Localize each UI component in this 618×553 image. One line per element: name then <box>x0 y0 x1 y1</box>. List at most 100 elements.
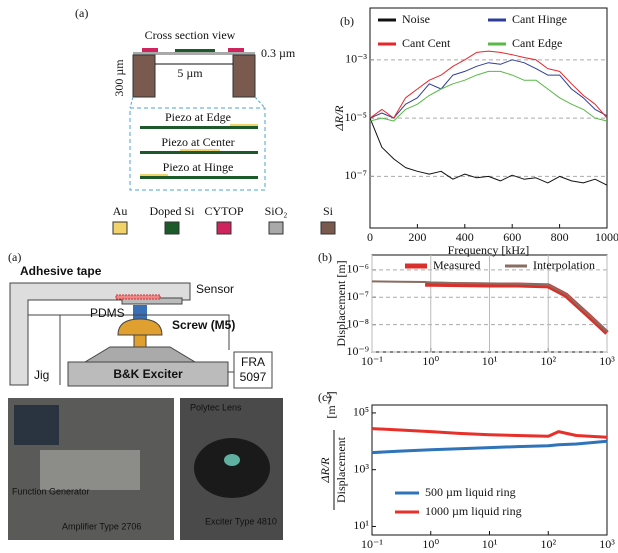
exciter-top <box>85 347 195 362</box>
y-axis-label: Displacement [m] <box>334 260 348 346</box>
legend-label: Noise <box>402 12 430 26</box>
series-line <box>372 429 607 438</box>
layer <box>140 176 258 179</box>
layer <box>140 126 258 129</box>
x-tick-label: 600 <box>503 230 521 244</box>
pdms <box>133 305 147 319</box>
material-name: Au <box>113 204 128 218</box>
legend-label: 500 µm liquid ring <box>425 485 516 499</box>
material-name: Si <box>323 204 334 218</box>
x-tick-label: 10¹ <box>482 354 498 368</box>
photo-label: Amplifier Type 2706 <box>62 521 141 531</box>
y-tick-label: 10⁻⁶ <box>346 262 369 276</box>
y-tick-label: 10⁻⁷ <box>346 289 369 303</box>
si-block <box>233 55 255 97</box>
series-line <box>370 71 607 121</box>
y-tick-label: 10¹ <box>353 518 369 532</box>
label: B&K Exciter <box>113 367 183 381</box>
layer <box>228 48 244 52</box>
legend-label: Interpolation <box>533 258 595 272</box>
y-tick-label: 10⁵ <box>353 405 369 419</box>
photo-part <box>224 454 240 466</box>
x-tick-label: 200 <box>408 230 426 244</box>
panel-label: (a) <box>8 250 21 264</box>
photo-part <box>14 405 59 445</box>
cross-section: Cross section view 0.3 µm 5 µm 300 µm Pi… <box>112 28 296 190</box>
label: Jig <box>34 368 49 382</box>
x-tick-label: 1000 <box>595 230 618 244</box>
material-name: Doped Si <box>150 204 196 218</box>
x-tick-label: 10³ <box>599 537 615 551</box>
material-swatch <box>217 222 231 234</box>
si-block <box>133 55 155 97</box>
photo-label: Exciter Type 4810 <box>205 516 277 526</box>
photo-part <box>194 438 270 498</box>
x-tick-label: 10² <box>540 354 556 368</box>
x-tick-label: 10³ <box>599 354 615 368</box>
depth: 300 µm <box>112 59 126 97</box>
photo-label: Function Generator <box>12 486 90 496</box>
series-line <box>370 118 607 185</box>
material-name: CYTOP <box>204 204 243 218</box>
material-swatch <box>269 222 283 234</box>
variant: Piezo at Edge <box>165 110 231 124</box>
panel-label: (b) <box>318 250 332 264</box>
label: PDMS <box>90 306 125 320</box>
panel-label: (a) <box>75 6 88 20</box>
x-tick-label: 10² <box>540 537 556 551</box>
material-name: SiO₂ <box>265 204 288 218</box>
variant: Piezo at Hinge <box>163 160 234 174</box>
legend-label: Cant Cent <box>402 36 451 50</box>
figure: (a) (b) (a) (b) (c) Cross section view 0… <box>0 0 618 553</box>
y-tick-label: 10⁻⁵ <box>344 110 367 124</box>
y-axis-label: ΔR/R <box>318 457 332 484</box>
legend-label: Cant Hinge <box>512 12 567 26</box>
y-tick-label: 10⁻³ <box>345 52 367 66</box>
material-swatch <box>113 222 127 234</box>
y-tick-label: 10³ <box>353 461 369 475</box>
photo-label: Polytec Lens <box>190 402 242 412</box>
y-axis-label: [m⁻¹] <box>324 391 338 418</box>
thickness: 0.3 µm <box>261 46 296 60</box>
label: Sensor <box>196 282 234 296</box>
material-swatch <box>165 222 179 234</box>
label: FRA <box>241 355 265 369</box>
label: Adhesive tape <box>20 264 102 278</box>
material-swatch <box>321 222 335 234</box>
series-line <box>370 51 607 118</box>
series-line <box>425 284 607 333</box>
zoom <box>130 97 265 108</box>
label: Screw (M5) <box>172 318 235 332</box>
photos: Function Generator Amplifier Type 2706 P… <box>8 398 283 540</box>
series-line <box>372 441 607 452</box>
variant: Piezo at Center <box>161 135 234 149</box>
x-tick-label: 800 <box>551 230 569 244</box>
legend-label: Measured <box>433 258 480 272</box>
setup-diagram: Adhesive tape Sensor PDMS Screw (M5) Jig… <box>10 264 272 388</box>
x-tick-label: 0 <box>367 230 373 244</box>
screw <box>118 319 162 347</box>
photo-part <box>40 450 140 490</box>
layer <box>230 124 258 126</box>
x-tick-label: 10⁰ <box>422 354 439 368</box>
x-tick-label: 10⁻¹ <box>361 537 383 551</box>
layer <box>140 174 168 176</box>
y-tick-label: 10⁻⁸ <box>346 316 369 330</box>
layer <box>180 149 220 151</box>
x-tick-label: 10⁰ <box>422 537 439 551</box>
x-tick-label: 10⁻¹ <box>361 354 383 368</box>
legend-label: Cant Edge <box>512 36 562 50</box>
layer <box>142 48 158 52</box>
label: 5097 <box>240 370 267 384</box>
materials-legend: Au Doped Si CYTOP SiO₂ Si <box>113 204 335 234</box>
tape <box>116 295 160 299</box>
panel-label: (b) <box>340 14 354 28</box>
y-tick-label: 10⁻⁷ <box>344 168 367 182</box>
y-axis-label: ΔR/R <box>332 105 346 132</box>
x-tick-label: 400 <box>456 230 474 244</box>
y-axis-label: Displacement <box>334 436 348 503</box>
layer <box>175 49 215 52</box>
legend-label: 1000 µm liquid ring <box>425 504 522 518</box>
cs-title: Cross section view <box>145 28 236 42</box>
x-tick-label: 10¹ <box>482 537 498 551</box>
